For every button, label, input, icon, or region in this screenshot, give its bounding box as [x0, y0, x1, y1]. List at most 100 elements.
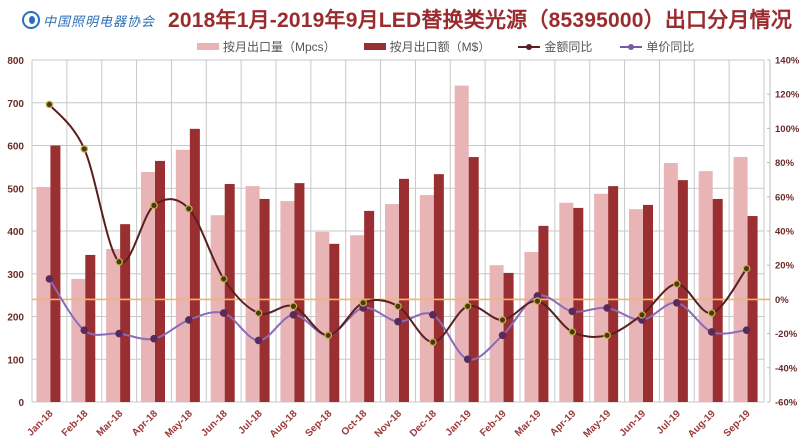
volume-bar	[663, 163, 678, 402]
x-axis-tick-label: Sep-18	[303, 408, 334, 439]
amount-bar	[85, 254, 96, 402]
left-axis-tick-label: 100	[7, 355, 24, 366]
right-axis-tick-label: 80%	[775, 158, 795, 169]
amount-yoy-marker	[498, 316, 507, 324]
volume-bar	[698, 171, 713, 402]
x-axis-tick-label: Apr-18	[130, 408, 160, 438]
volume-bar	[524, 251, 539, 402]
amount-bar	[120, 224, 131, 402]
price-yoy-marker	[707, 328, 716, 336]
price-yoy-marker	[568, 307, 577, 316]
right-axis-tick-label: 60%	[775, 192, 795, 203]
amount-yoy-marker	[324, 331, 333, 340]
logo-icon	[22, 11, 40, 29]
amount-yoy-marker	[185, 204, 193, 213]
volume-bar	[106, 248, 121, 402]
amount-yoy-marker	[45, 100, 54, 109]
legend-label-volume: 按月出口量（Mpcs）	[223, 40, 336, 54]
price-yoy-marker	[498, 331, 507, 340]
x-axis-tick-label: May-19	[582, 408, 614, 440]
left-axis-tick-label: 500	[7, 184, 24, 195]
amount-yoy-marker	[429, 338, 437, 346]
x-axis-tick-label: Nov-18	[373, 408, 405, 440]
x-axis-tick-label: Aug-18	[268, 408, 300, 440]
left-axis-tick-label: 0	[18, 398, 24, 409]
amount-yoy-marker	[673, 280, 681, 288]
amount-bar	[50, 145, 61, 402]
amount-bar	[573, 207, 584, 402]
right-axis-tick-label: 20%	[775, 261, 795, 272]
volume-bar	[210, 215, 225, 402]
x-axis-tick-label: Sep-19	[722, 408, 753, 439]
line-series	[45, 100, 751, 364]
amount-yoy-marker	[603, 331, 611, 340]
left-axis-tick-label: 600	[7, 142, 24, 153]
x-axis-tick-label: Jun-18	[199, 408, 230, 439]
legend-item-price-yoy: 单价同比	[620, 38, 694, 55]
amount-yoy-marker	[394, 302, 402, 311]
amount-bar	[643, 204, 653, 402]
x-axis-tick-label: Mar-18	[95, 408, 126, 439]
legend-label-price-yoy: 单价同比	[646, 40, 695, 54]
x-axis-tick-label: Apr-19	[548, 408, 578, 438]
amount-yoy-marker	[115, 257, 123, 266]
amount-bar	[468, 157, 479, 402]
amount-bar	[189, 128, 200, 402]
x-axis-tick-label: Jan-18	[25, 408, 55, 438]
right-axis-tick-label: 0%	[775, 295, 789, 306]
right-axis-tick-label: 140%	[775, 56, 800, 67]
price-yoy-marker	[115, 329, 123, 338]
x-axis-tick-label: Jul-19	[655, 408, 684, 437]
right-axis-tick-label: 40%	[775, 227, 795, 238]
chart-title: 2018年1月-2019年9月LED替换类光源（85395000）出口分月情况	[168, 9, 793, 32]
price-yoy-marker	[429, 310, 437, 319]
amount-yoy-marker	[707, 309, 716, 317]
right-axis-tick-label: -20%	[775, 329, 798, 340]
amount-bar	[259, 198, 270, 402]
amount-yoy-marker	[219, 275, 228, 283]
legend-swatch-volume	[197, 43, 219, 50]
legend-swatch-amount	[363, 43, 386, 50]
legend-item-amount-yoy: 金额同比	[518, 38, 592, 55]
volume-bar	[419, 195, 434, 402]
right-axis-tick-label: 120%	[775, 90, 800, 101]
amount-yoy-marker	[359, 299, 367, 307]
volume-bar	[594, 193, 609, 402]
chart-legend: 按月出口量（Mpcs） 按月出口额（M$） 金额同比 单价同比	[197, 38, 722, 55]
amount-bar	[433, 174, 444, 402]
left-axis-tick-label: 700	[7, 99, 24, 110]
amount-yoy-marker	[568, 328, 577, 336]
price-yoy-marker	[603, 304, 611, 312]
amount-bar	[712, 198, 723, 402]
volume-bar	[315, 231, 330, 402]
amount-yoy-marker	[289, 302, 298, 311]
amount-yoy-marker	[80, 145, 89, 153]
amount-yoy-marker	[150, 201, 158, 210]
left-axis-tick-label: 300	[7, 270, 24, 281]
volume-bar	[280, 201, 295, 402]
x-axis-tick-label: Jan-19	[444, 408, 474, 438]
x-axis-tick-label: Jul-18	[236, 408, 265, 437]
right-axis-tick-label: -40%	[775, 363, 798, 374]
left-axis-tick-label: 400	[7, 227, 24, 238]
amount-yoy-marker	[742, 264, 751, 273]
legend-item-amount: 按月出口额（M$）	[363, 38, 490, 55]
amount-bar	[294, 183, 305, 402]
volume-bar	[629, 209, 643, 402]
amount-bar	[399, 178, 409, 402]
price-yoy-marker	[150, 334, 158, 343]
amount-bar	[503, 272, 514, 402]
x-axis-tick-label: Oct-18	[339, 408, 369, 438]
bar-series	[36, 85, 758, 403]
amount-bar	[364, 210, 375, 402]
logo-text: 中国照明电器协会	[43, 14, 156, 30]
amount-yoy-marker	[463, 302, 472, 311]
price-yoy-marker	[254, 336, 263, 345]
x-axis-tick-label: Feb-18	[60, 408, 91, 439]
association-logo: 中国照明电器协会	[22, 10, 155, 30]
price-yoy-marker	[742, 326, 751, 334]
amount-yoy-marker	[254, 309, 263, 317]
price-yoy-marker	[394, 317, 402, 326]
volume-bar	[245, 186, 260, 402]
amount-bar	[747, 216, 758, 402]
